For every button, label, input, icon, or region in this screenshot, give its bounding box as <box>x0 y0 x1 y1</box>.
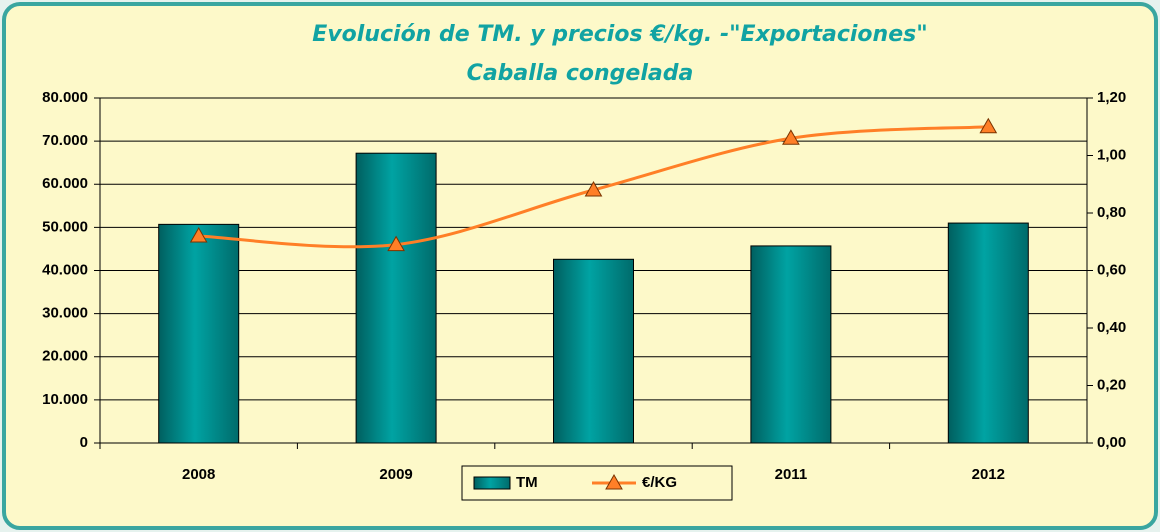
legend-label: TM <box>516 474 538 491</box>
y-tick-label: 80.000 <box>42 89 88 106</box>
y-tick-label: 20.000 <box>42 348 88 365</box>
marker <box>387 235 405 252</box>
y2-tick-label: 0,00 <box>1097 434 1126 451</box>
x-tick-label: 2009 <box>379 466 412 483</box>
x-tick-label: 2011 <box>775 466 808 483</box>
x-tick-label: 2012 <box>972 466 1005 483</box>
y2-tick-label: 1,00 <box>1097 146 1126 163</box>
marker <box>584 180 603 197</box>
chart-title: Evolución de TM. y precios €/kg. -"Expor… <box>312 22 927 47</box>
chart-subtitle: Caballa congelada <box>467 61 694 86</box>
marker <box>979 117 998 134</box>
marker <box>782 129 800 145</box>
y-tick-label: 30.000 <box>42 305 88 322</box>
y2-tick-label: 1,20 <box>1097 89 1126 106</box>
y-tick-label: 60.000 <box>42 175 88 192</box>
marker <box>189 226 208 243</box>
x-tick-label: 2008 <box>182 466 215 483</box>
y-tick-label: 40.000 <box>42 261 88 278</box>
y-tick-label: 0 <box>80 434 88 451</box>
bar <box>355 152 437 444</box>
y2-tick-label: 0,60 <box>1097 261 1126 278</box>
bar <box>158 223 240 444</box>
legend-swatch <box>473 476 511 490</box>
y2-tick-label: 0,80 <box>1097 204 1126 221</box>
bar <box>553 258 634 444</box>
y2-tick-label: 0,20 <box>1097 376 1126 393</box>
y-tick-label: 70.000 <box>42 132 88 149</box>
legend-marker <box>605 473 623 490</box>
y2-tick-label: 0,40 <box>1097 319 1126 336</box>
y-tick-label: 10.000 <box>42 391 88 408</box>
bar <box>947 222 1029 444</box>
bar <box>750 245 832 444</box>
legend-label: €/KG <box>642 474 677 491</box>
y-tick-label: 50.000 <box>42 218 88 235</box>
